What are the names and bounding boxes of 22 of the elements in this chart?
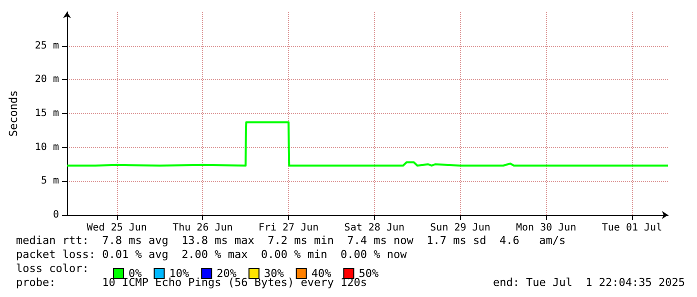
y-tick-label: 25 m — [34, 40, 59, 52]
text: median rtt: 7.8 ms avg 13.8 ms max 7.2 ms min 7.4 ms now 1.7 ms sd 4.6 am/s — [16, 234, 566, 247]
text: loss color: — [16, 262, 89, 275]
y-tick-label: 0 — [52, 210, 59, 220]
x-tick-label: Thu 26 Jun — [172, 222, 233, 234]
x-tick-label: Tue 01 Jul — [602, 222, 662, 234]
x-tick-label: Sun 29 Jun — [430, 222, 490, 234]
x-tick-label: Sat 28 Jun — [344, 222, 405, 234]
x-tick-label: Fri 27 Jun — [258, 222, 319, 234]
text: end: Tue Jul 1 22:04:35 2025 — [492, 276, 686, 289]
y-tick-label: 10 m — [34, 142, 59, 153]
y-tick-label: 5 m — [40, 176, 59, 187]
x-tick-label: Wed 25 Jun — [86, 222, 147, 234]
y-axis-title: Seconds — [7, 90, 20, 137]
text: packet loss: 0.01 % avg 2.00 % max 0.00 % min 0.00 % now — [16, 248, 408, 261]
y-tick-label: 15 m — [34, 108, 59, 119]
legend-label: 50% — [358, 267, 379, 280]
legend-label: 30% — [264, 267, 284, 280]
legend-label: 40% — [311, 267, 332, 280]
x-tick-label: Mon 30 Jun — [516, 222, 576, 234]
line-series — [66, 121, 669, 167]
y-tick-label: 20 m — [34, 74, 59, 86]
